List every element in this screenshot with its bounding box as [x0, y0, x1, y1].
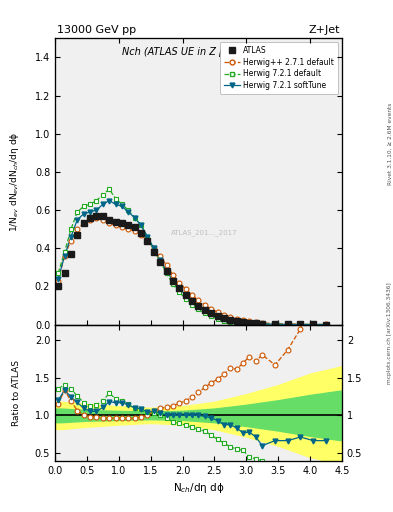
Text: mcplots.cern.ch [arXiv:1306.3436]: mcplots.cern.ch [arXiv:1306.3436]: [387, 282, 392, 383]
X-axis label: N$_{ch}$/dη dϕ: N$_{ch}$/dη dϕ: [173, 481, 224, 495]
Text: Z+Jet: Z+Jet: [309, 25, 340, 35]
Text: Nch (ATLAS UE in Z production): Nch (ATLAS UE in Z production): [122, 47, 275, 57]
Text: ATLAS_201..._2017: ATLAS_201..._2017: [171, 229, 237, 237]
Text: 13000 GeV pp: 13000 GeV pp: [57, 25, 136, 35]
Legend: ATLAS, Herwig++ 2.7.1 default, Herwig 7.2.1 default, Herwig 7.2.1 softTune: ATLAS, Herwig++ 2.7.1 default, Herwig 7.…: [220, 42, 338, 94]
Text: Rivet 3.1.10, ≥ 2.6M events: Rivet 3.1.10, ≥ 2.6M events: [387, 102, 392, 184]
Y-axis label: 1/N$_{ev}$ dN$_{ev}$/dN$_{ch}$/dη dϕ: 1/N$_{ev}$ dN$_{ev}$/dN$_{ch}$/dη dϕ: [7, 131, 20, 232]
Y-axis label: Ratio to ATLAS: Ratio to ATLAS: [11, 359, 20, 425]
